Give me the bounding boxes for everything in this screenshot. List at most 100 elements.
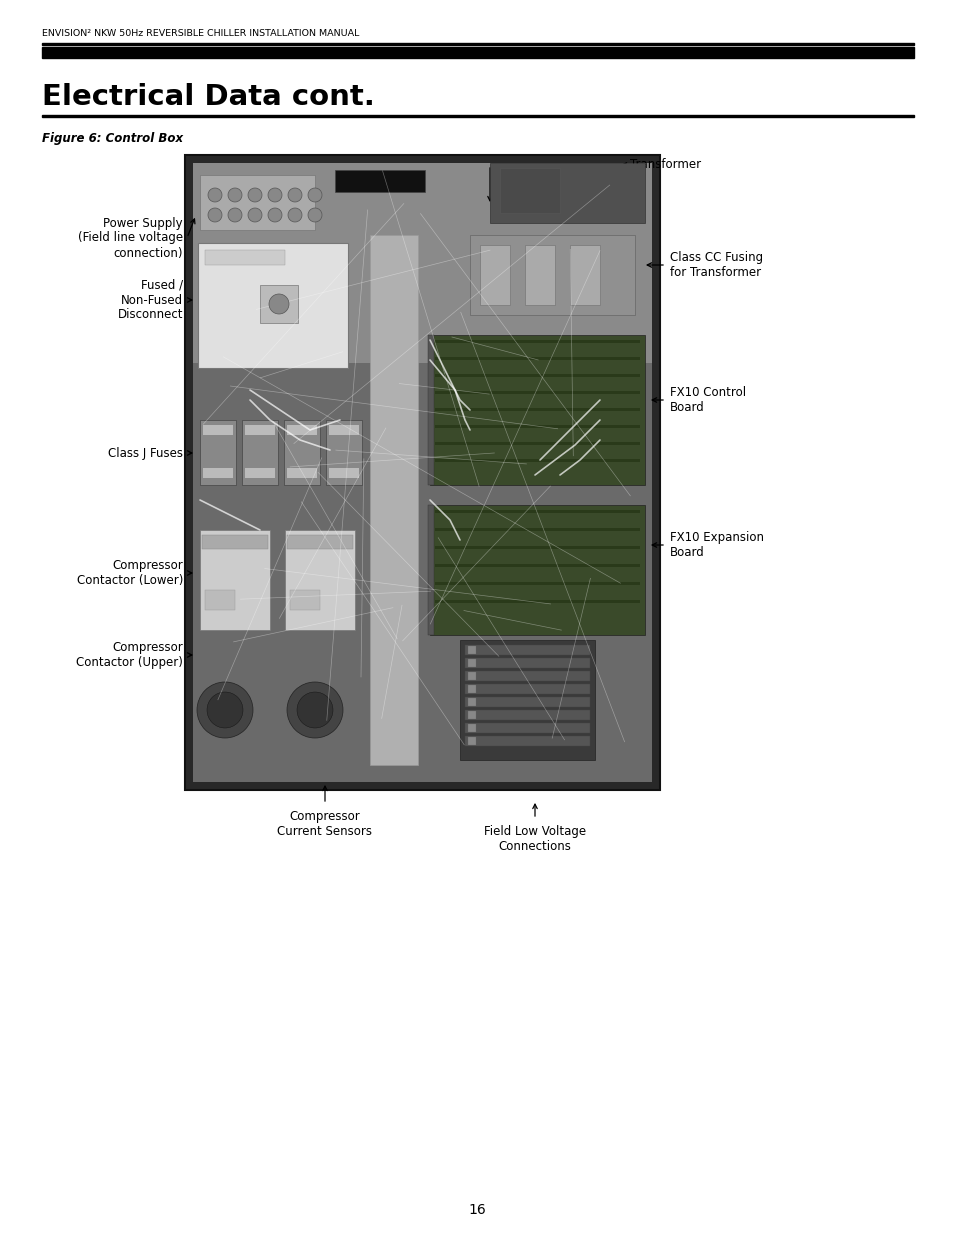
- Bar: [435, 357, 639, 359]
- Bar: [435, 374, 639, 377]
- Bar: [200, 175, 314, 230]
- Bar: [524, 245, 555, 305]
- Bar: [468, 737, 476, 745]
- Circle shape: [248, 207, 262, 222]
- Circle shape: [208, 188, 222, 203]
- Circle shape: [207, 692, 243, 727]
- Bar: [464, 658, 589, 668]
- Bar: [205, 590, 234, 610]
- Bar: [287, 468, 316, 478]
- Bar: [499, 168, 559, 212]
- Text: 16: 16: [468, 1203, 485, 1216]
- Bar: [430, 505, 644, 635]
- Bar: [435, 546, 639, 550]
- Bar: [428, 505, 434, 635]
- Bar: [430, 335, 644, 485]
- Bar: [287, 535, 353, 550]
- Bar: [435, 340, 639, 343]
- Circle shape: [288, 188, 302, 203]
- Bar: [329, 468, 358, 478]
- Bar: [193, 163, 651, 363]
- Bar: [335, 170, 424, 191]
- Text: Class CC Fusing
for Transformer: Class CC Fusing for Transformer: [669, 251, 762, 279]
- Bar: [569, 245, 599, 305]
- Circle shape: [308, 188, 322, 203]
- Text: Figure 6: Control Box: Figure 6: Control Box: [42, 132, 183, 144]
- Bar: [428, 335, 434, 485]
- Bar: [42, 47, 913, 58]
- Bar: [42, 43, 913, 44]
- Bar: [245, 425, 274, 435]
- Bar: [468, 698, 476, 706]
- Text: ENVISION² NKW 50Hz REVERSIBLE CHILLER INSTALLATION MANUAL: ENVISION² NKW 50Hz REVERSIBLE CHILLER IN…: [42, 28, 359, 37]
- Text: Class J Fuses: Class J Fuses: [108, 447, 183, 459]
- Bar: [435, 425, 639, 429]
- Bar: [242, 420, 277, 485]
- Circle shape: [196, 682, 253, 739]
- Bar: [479, 245, 510, 305]
- Text: Compressor
Current Sensors: Compressor Current Sensors: [277, 810, 372, 839]
- Bar: [285, 530, 355, 630]
- Bar: [435, 529, 639, 531]
- Bar: [464, 645, 589, 655]
- Text: FX10 Control
Board: FX10 Control Board: [669, 387, 745, 414]
- Bar: [287, 425, 316, 435]
- Circle shape: [248, 188, 262, 203]
- Bar: [464, 722, 589, 734]
- Circle shape: [287, 682, 343, 739]
- Bar: [326, 420, 361, 485]
- Bar: [284, 420, 319, 485]
- Bar: [435, 391, 639, 394]
- Bar: [42, 115, 913, 117]
- Bar: [435, 442, 639, 445]
- Bar: [200, 530, 270, 630]
- Bar: [205, 249, 285, 266]
- Circle shape: [228, 188, 242, 203]
- Bar: [464, 697, 589, 706]
- Bar: [290, 590, 319, 610]
- Bar: [468, 646, 476, 655]
- Bar: [435, 564, 639, 567]
- Circle shape: [268, 188, 282, 203]
- Bar: [203, 468, 233, 478]
- Text: Field Low Voltage
Connections: Field Low Voltage Connections: [483, 825, 585, 853]
- Bar: [459, 640, 595, 760]
- Bar: [260, 285, 297, 324]
- Bar: [185, 156, 659, 790]
- Bar: [490, 163, 644, 224]
- Bar: [464, 684, 589, 694]
- Bar: [468, 672, 476, 680]
- Text: Compressor
Contactor (Lower): Compressor Contactor (Lower): [76, 559, 183, 587]
- Circle shape: [296, 692, 333, 727]
- Circle shape: [228, 207, 242, 222]
- Text: Electrical Data cont.: Electrical Data cont.: [42, 83, 375, 111]
- Bar: [468, 685, 476, 693]
- Bar: [435, 510, 639, 513]
- Text: Power Supply
(Field line voltage
connection): Power Supply (Field line voltage connect…: [78, 216, 183, 259]
- Bar: [468, 711, 476, 719]
- Circle shape: [208, 207, 222, 222]
- Text: FX10 Expansion
Board: FX10 Expansion Board: [669, 531, 763, 559]
- Circle shape: [308, 207, 322, 222]
- Text: Fused /
Non-Fused
Disconnect: Fused / Non-Fused Disconnect: [117, 279, 183, 321]
- Bar: [464, 710, 589, 720]
- Bar: [198, 243, 348, 368]
- Bar: [370, 235, 417, 764]
- Bar: [203, 425, 233, 435]
- Bar: [245, 468, 274, 478]
- Bar: [200, 420, 235, 485]
- Bar: [202, 535, 268, 550]
- Bar: [435, 582, 639, 585]
- Circle shape: [288, 207, 302, 222]
- Text: Transformer: Transformer: [629, 158, 700, 172]
- Bar: [464, 671, 589, 680]
- Bar: [435, 408, 639, 411]
- Text: Compressor
Contactor (Upper): Compressor Contactor (Upper): [76, 641, 183, 669]
- Bar: [468, 659, 476, 667]
- Circle shape: [269, 294, 289, 314]
- Bar: [435, 600, 639, 603]
- Circle shape: [268, 207, 282, 222]
- Bar: [329, 425, 358, 435]
- Bar: [470, 235, 635, 315]
- Bar: [435, 459, 639, 462]
